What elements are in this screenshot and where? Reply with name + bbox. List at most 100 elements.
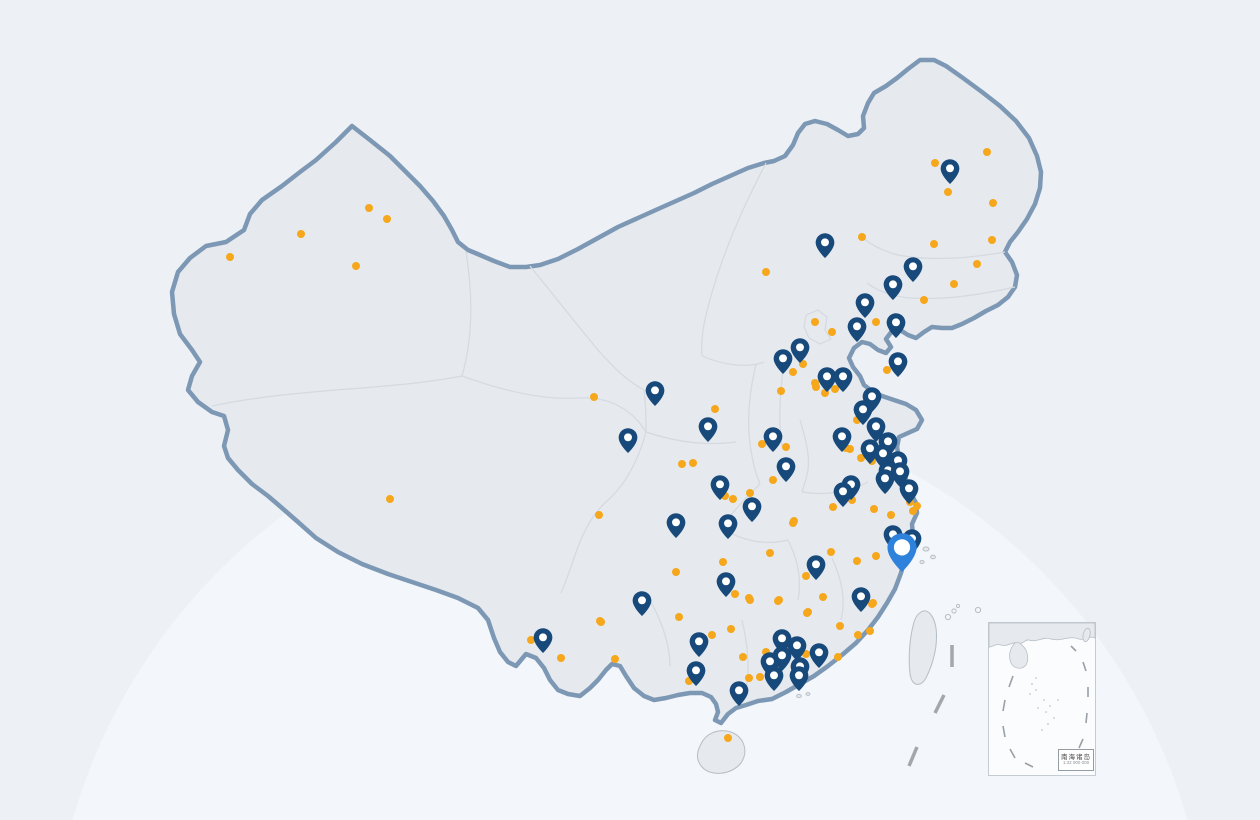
city-dot[interactable]: [675, 613, 683, 621]
location-pin[interactable]: [814, 232, 836, 259]
city-dot[interactable]: [857, 454, 865, 462]
location-pin[interactable]: [832, 366, 854, 393]
city-dot[interactable]: [352, 262, 360, 270]
location-pin[interactable]: [717, 513, 739, 540]
city-dot[interactable]: [872, 552, 880, 560]
city-dot[interactable]: [672, 568, 680, 576]
city-dot[interactable]: [746, 489, 754, 497]
city-dot[interactable]: [297, 230, 305, 238]
city-dot[interactable]: [950, 280, 958, 288]
city-dot[interactable]: [887, 511, 895, 519]
city-dot[interactable]: [590, 393, 598, 401]
location-pin[interactable]: [939, 158, 961, 185]
city-dot[interactable]: [973, 260, 981, 268]
city-dot[interactable]: [868, 600, 876, 608]
location-pin[interactable]: [898, 478, 920, 505]
city-dot[interactable]: [831, 385, 839, 393]
city-dot[interactable]: [853, 557, 861, 565]
city-dot[interactable]: [777, 387, 785, 395]
city-dot[interactable]: [756, 673, 764, 681]
city-dot[interactable]: [846, 445, 854, 453]
location-pin[interactable]: [728, 680, 750, 707]
taiwan-island[interactable]: [908, 610, 937, 685]
location-pin[interactable]: [850, 586, 872, 613]
hainan-island[interactable]: [696, 730, 746, 774]
city-dot[interactable]: [789, 519, 797, 527]
city-dot[interactable]: [834, 653, 842, 661]
city-dot[interactable]: [727, 625, 735, 633]
city-dot[interactable]: [766, 549, 774, 557]
city-dot[interactable]: [762, 268, 770, 276]
location-pin[interactable]: [617, 427, 639, 454]
city-dot[interactable]: [920, 296, 928, 304]
location-pin[interactable]: [831, 426, 853, 453]
city-dot[interactable]: [821, 389, 829, 397]
selected-location-pin[interactable]: [885, 532, 919, 574]
city-dot[interactable]: [719, 558, 727, 566]
location-pin[interactable]: [631, 590, 653, 617]
city-dot[interactable]: [758, 440, 766, 448]
city-dot[interactable]: [870, 505, 878, 513]
city-dot[interactable]: [854, 631, 862, 639]
city-dot[interactable]: [802, 650, 810, 658]
city-dot[interactable]: [739, 653, 747, 661]
location-pin[interactable]: [846, 316, 868, 343]
city-dot[interactable]: [762, 648, 770, 656]
location-pin[interactable]: [697, 416, 719, 443]
city-dot[interactable]: [611, 655, 619, 663]
location-pin[interactable]: [685, 660, 707, 687]
city-dot[interactable]: [708, 631, 716, 639]
location-pin[interactable]: [874, 468, 896, 495]
location-pin[interactable]: [763, 665, 785, 692]
city-dot[interactable]: [789, 368, 797, 376]
city-dot[interactable]: [721, 492, 729, 500]
city-dot[interactable]: [769, 476, 777, 484]
city-dot[interactable]: [872, 318, 880, 326]
city-dot[interactable]: [988, 236, 996, 244]
city-dot[interactable]: [829, 503, 837, 511]
location-pin[interactable]: [688, 631, 710, 658]
city-dot[interactable]: [842, 444, 850, 452]
location-pin[interactable]: [832, 481, 854, 508]
location-pin[interactable]: [882, 274, 904, 301]
city-dot[interactable]: [678, 460, 686, 468]
city-dot[interactable]: [909, 507, 917, 515]
city-dot[interactable]: [775, 596, 783, 604]
city-dot[interactable]: [365, 204, 373, 212]
location-pin[interactable]: [789, 337, 811, 364]
location-pin[interactable]: [854, 292, 876, 319]
location-pin[interactable]: [805, 554, 827, 581]
city-dot[interactable]: [811, 318, 819, 326]
city-dot[interactable]: [731, 590, 739, 598]
city-dot[interactable]: [557, 654, 565, 662]
city-dot[interactable]: [883, 366, 891, 374]
city-dot[interactable]: [527, 636, 535, 644]
city-dot[interactable]: [853, 416, 861, 424]
china-landmass[interactable]: [169, 57, 1044, 726]
city-dot[interactable]: [383, 215, 391, 223]
location-pin[interactable]: [786, 635, 808, 662]
location-pin[interactable]: [788, 665, 810, 692]
city-dot[interactable]: [685, 677, 693, 685]
city-dot[interactable]: [782, 443, 790, 451]
city-dot[interactable]: [944, 188, 952, 196]
location-pin[interactable]: [808, 642, 830, 669]
city-dot[interactable]: [799, 360, 807, 368]
city-dot[interactable]: [828, 328, 836, 336]
location-pin[interactable]: [709, 474, 731, 501]
city-dot[interactable]: [689, 459, 697, 467]
city-dot[interactable]: [858, 233, 866, 241]
location-pin[interactable]: [885, 312, 907, 339]
city-dot[interactable]: [836, 622, 844, 630]
location-pin[interactable]: [665, 512, 687, 539]
location-pin[interactable]: [762, 426, 784, 453]
city-dot[interactable]: [724, 734, 732, 742]
city-dot[interactable]: [596, 617, 604, 625]
location-pin[interactable]: [741, 496, 763, 523]
city-dot[interactable]: [931, 159, 939, 167]
city-dot[interactable]: [745, 674, 753, 682]
location-pin[interactable]: [532, 627, 554, 654]
city-dot[interactable]: [827, 548, 835, 556]
location-pin[interactable]: [887, 351, 909, 378]
city-dot[interactable]: [989, 199, 997, 207]
